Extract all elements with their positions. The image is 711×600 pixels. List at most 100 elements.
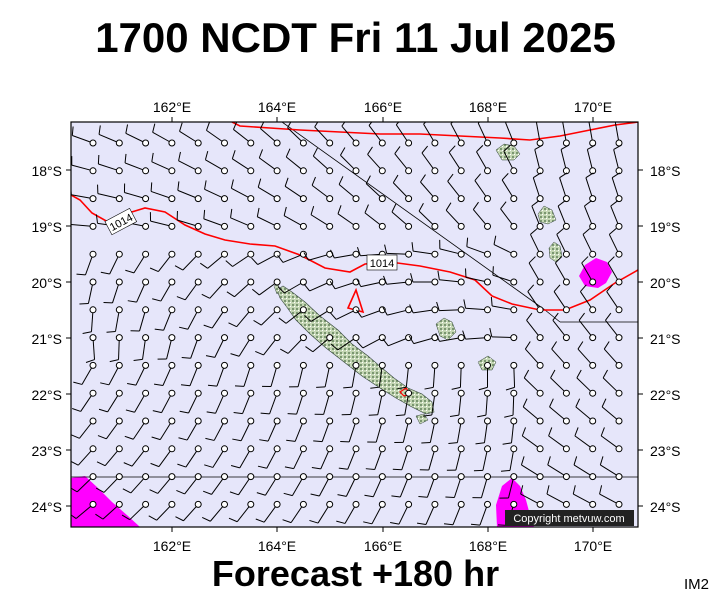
wind-barb-station [431, 306, 439, 314]
wind-barb-station [352, 334, 360, 342]
wind-barb [255, 334, 281, 356]
wind-barb-feather [411, 242, 414, 252]
wind-barb-feather [504, 414, 514, 418]
wind-barb [582, 228, 597, 258]
wind-barb-station [510, 334, 518, 342]
map-title: 1700 NCDT Fri 11 Jul 2025 [95, 14, 616, 61]
lon-tick-top-170: 170°E [574, 99, 612, 115]
wind-barb-shaft [87, 281, 94, 304]
wind-barb [71, 221, 97, 230]
wind-barb-shaft [166, 337, 173, 360]
wind-barb [231, 150, 255, 175]
wind-barb [477, 389, 491, 418]
wind-barb-station [221, 417, 228, 425]
wind-barb-feather [462, 330, 467, 340]
wind-barb-feather [522, 398, 528, 408]
wind-barb-feather [127, 382, 137, 386]
wind-barb-shaft [398, 504, 410, 525]
wind-barb [343, 361, 360, 389]
wind-barb-shaft [348, 420, 357, 443]
wind-barb-shaft [158, 448, 173, 467]
wind-barb-station [142, 167, 150, 175]
wind-barb-shaft [535, 122, 541, 144]
wind-barb-shaft [350, 393, 357, 415]
wind-barb-shaft [439, 337, 462, 342]
wind-barb-station [142, 334, 150, 342]
wind-barb-shaft [214, 337, 225, 358]
wind-barb-feather [277, 286, 285, 294]
wind-barb-station [615, 334, 623, 342]
wind-barb-shaft [577, 348, 594, 366]
wind-barb [408, 334, 439, 345]
wind-barb [228, 306, 255, 328]
wind-barb-station [273, 361, 281, 369]
wind-barb-feather [251, 257, 259, 265]
wind-barb-station [168, 417, 176, 425]
wind-barb [289, 361, 307, 388]
wind-barb [572, 485, 597, 508]
wind-barb-shaft [360, 281, 383, 288]
wind-barb [149, 250, 176, 272]
wind-barb-station [247, 222, 255, 230]
wind-barb-station [89, 306, 97, 314]
wind-barb [154, 306, 176, 331]
wind-barb-feather [97, 435, 107, 440]
wind-barb-feather [207, 384, 218, 387]
wind-barb [490, 296, 518, 314]
wind-barb [607, 256, 623, 286]
wind-barb [286, 417, 307, 442]
wind-barb-station [510, 361, 518, 369]
wind-barb-station [247, 417, 255, 425]
wind-barb-feather [476, 145, 484, 153]
wind-barb-station [562, 445, 570, 453]
wind-barb-shaft [458, 393, 462, 416]
wind-barb-shaft [395, 124, 410, 144]
lat-tick-right-23: 23°S [650, 443, 681, 459]
wind-barb [251, 278, 281, 296]
wind-barb-feather [384, 244, 388, 254]
wind-barb-station [484, 361, 491, 369]
wind-barb-feather [203, 209, 206, 219]
wind-barb-shaft [413, 337, 436, 345]
wind-barb-feather [500, 201, 507, 210]
wind-barb-feather [228, 517, 238, 523]
wind-barb-station [273, 500, 281, 508]
wind-barb-feather [606, 284, 613, 292]
wind-barb-feather [82, 331, 92, 334]
wind-barb-feather [563, 118, 571, 122]
wind-barb [465, 268, 491, 286]
wind-barb-station [221, 361, 228, 369]
wind-barb [311, 176, 334, 203]
wind-barb-shaft [314, 126, 331, 144]
wind-barb-station [194, 167, 202, 175]
wind-barb [411, 242, 439, 258]
wind-barb-feather [447, 173, 454, 182]
wind-barb-feather [435, 333, 440, 342]
wind-barb [392, 174, 413, 203]
wind-barb-feather [287, 122, 292, 128]
wind-barb-feather [251, 288, 260, 296]
wind-barb [382, 334, 413, 347]
wind-barb [423, 122, 439, 147]
wind-barb [576, 369, 597, 397]
wind-barb-feather [100, 382, 110, 386]
wind-barb [472, 201, 491, 230]
wind-barb-feather [174, 265, 184, 271]
wind-barb-shaft [129, 504, 146, 521]
wind-barb-shaft [213, 420, 225, 441]
wind-barb-feather [230, 179, 234, 189]
wind-barb-station [536, 473, 544, 481]
wind-barb [123, 445, 150, 467]
wind-barb-station [115, 167, 123, 175]
wind-barb-shaft [365, 183, 383, 199]
wind-barb [179, 389, 202, 414]
wind-barb-station [536, 195, 544, 203]
wind-barb [586, 144, 597, 175]
wind-barb-feather [585, 172, 594, 179]
boundary-line-east [544, 309, 561, 323]
wind-barb-feather [610, 200, 619, 207]
wind-barb-feather [581, 256, 589, 264]
wind-barb-feather [500, 469, 511, 472]
wind-barb-feather [602, 369, 608, 379]
wind-barb-feather [260, 122, 265, 129]
